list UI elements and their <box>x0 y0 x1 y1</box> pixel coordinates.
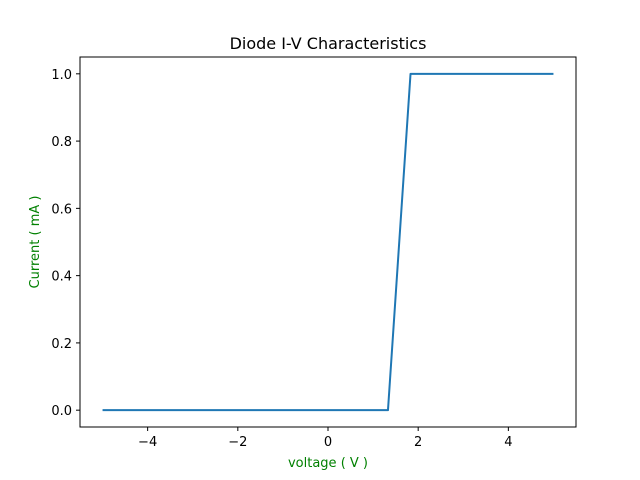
y-tick-label: 0.8 <box>51 135 72 150</box>
y-tick-label: 0.6 <box>51 202 72 217</box>
x-tick-label: 4 <box>504 435 512 450</box>
y-axis-ticks: 0.0 0.2 0.4 0.6 0.8 1.0 <box>51 68 80 419</box>
y-axis-label: Current ( mA ) <box>28 196 43 289</box>
axes-frame <box>79 56 577 428</box>
series-line <box>102 72 554 412</box>
x-tick-label: 0 <box>324 435 332 450</box>
x-tick-label: −2 <box>228 435 247 450</box>
y-tick-label: 0.0 <box>51 404 72 419</box>
x-axis-ticks: −4 −2 0 2 4 <box>138 427 513 450</box>
y-tick-label: 0.4 <box>51 270 72 285</box>
y-tick-label: 0.2 <box>51 337 72 352</box>
series-group <box>102 72 554 412</box>
y-tick-label: 1.0 <box>51 68 72 83</box>
x-tick-label: −4 <box>138 435 157 450</box>
chart-title: Diode I-V Characteristics <box>230 34 427 53</box>
x-axis-label: voltage ( V ) <box>288 456 368 471</box>
x-tick-label: 2 <box>414 435 422 450</box>
